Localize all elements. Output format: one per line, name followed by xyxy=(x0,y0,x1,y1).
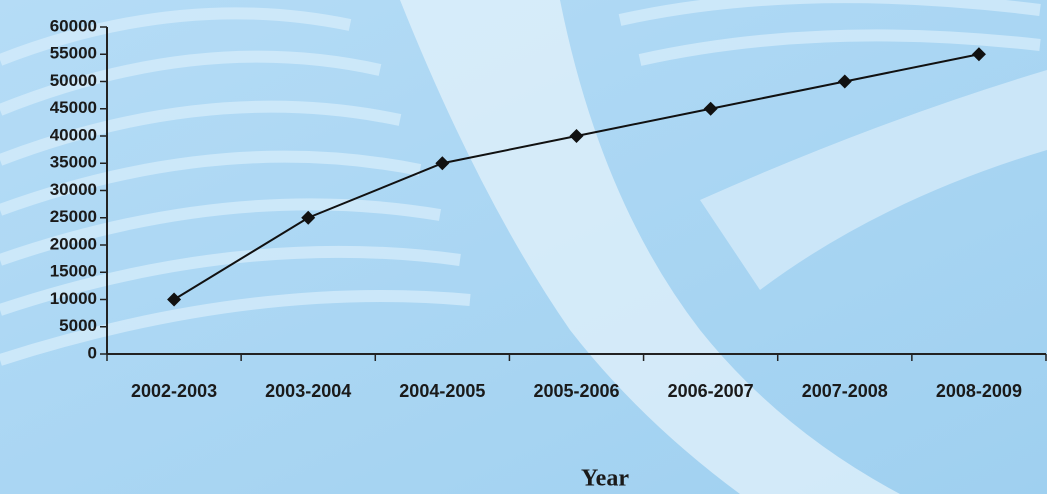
x-tick-label: 2003-2004 xyxy=(265,381,351,401)
marker xyxy=(971,47,986,62)
x-tick-label: 2007-2008 xyxy=(802,381,888,401)
y-tick-label: 35000 xyxy=(50,153,97,172)
y-tick-label: 15000 xyxy=(50,262,97,281)
marker xyxy=(569,129,584,143)
x-axis-label: Year xyxy=(581,466,629,492)
decoration xyxy=(700,70,1047,290)
marker xyxy=(167,292,182,307)
y-tick-label: 45000 xyxy=(50,98,97,117)
decoration xyxy=(0,0,1041,366)
x-tick-label: 2008-2009 xyxy=(936,381,1022,401)
x-tick-label: 2004-2005 xyxy=(399,381,485,401)
y-tick-label: 5000 xyxy=(59,316,97,335)
marker xyxy=(837,74,852,89)
y-tick-label: 10000 xyxy=(50,289,97,308)
y-tick-label: 20000 xyxy=(50,234,97,253)
y-tick-label: 50000 xyxy=(50,71,97,90)
marker xyxy=(703,101,718,116)
y-tick-label: 25000 xyxy=(50,207,97,226)
x-tick-label: 2006-2007 xyxy=(668,381,754,401)
y-tick-label: 0 xyxy=(88,343,97,362)
y-tick-label: 30000 xyxy=(50,180,97,199)
x-tick-label: 2005-2006 xyxy=(533,381,619,401)
y-tick-label: 55000 xyxy=(50,44,97,63)
y-tick-label: 40000 xyxy=(50,125,97,144)
marker xyxy=(301,210,316,225)
marker xyxy=(435,156,450,171)
decoration xyxy=(400,0,900,494)
x-tick-label: 2002-2003 xyxy=(131,381,217,401)
y-tick-label: 60000 xyxy=(50,16,97,35)
